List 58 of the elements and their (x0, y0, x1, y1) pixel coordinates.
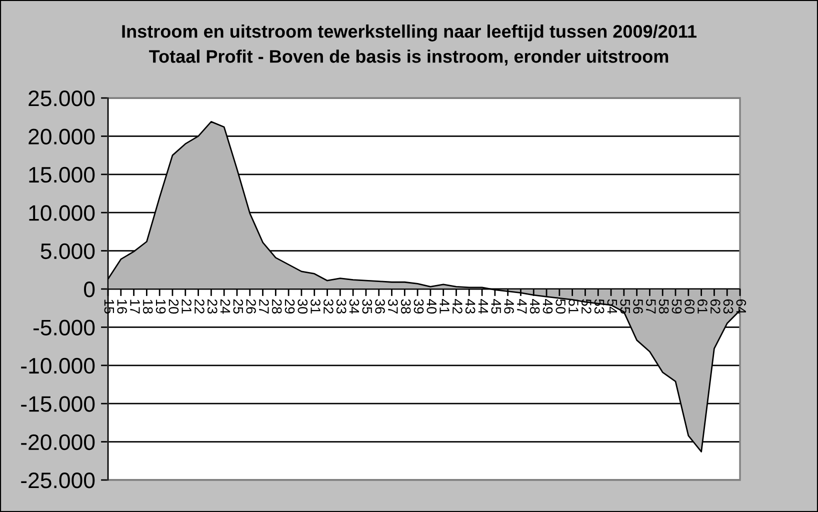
x-tick-label: 24 (220, 299, 230, 314)
x-tick-label: 31 (310, 299, 320, 314)
x-tick-label: 35 (362, 299, 372, 314)
y-tick-label: 25.000 (28, 90, 95, 106)
x-tick-label: 28 (272, 299, 282, 314)
chart-title: Instroom en uitstroom tewerkstelling naar leeftijd tussen 2009/2011 (122, 24, 696, 42)
y-tick-label: -15.000 (21, 396, 95, 412)
x-tick-label: 38 (400, 299, 411, 314)
x-tick-label: 16 (117, 300, 128, 314)
x-tick-label: 30 (298, 299, 308, 314)
x-tick-label: 33 (336, 299, 346, 314)
y-tick-label: -10.000 (21, 358, 95, 374)
y-tick-label: 5.000 (40, 243, 95, 260)
x-tick-label: 62 (710, 299, 720, 314)
x-tick-label: 37 (388, 299, 398, 314)
y-tick-label: -25.000 (21, 472, 95, 488)
x-tick-label: 20 (168, 299, 179, 314)
x-tick-label: 47 (517, 299, 527, 314)
x-tick-label: 48 (530, 299, 540, 314)
x-tick-label: 18 (142, 300, 153, 314)
x-tick-label: 29 (284, 299, 295, 314)
y-tick-label: -20.000 (21, 434, 95, 450)
x-tick-label: 40 (426, 299, 437, 314)
x-tick-label: 23 (207, 299, 218, 314)
x-tick-label: 39 (414, 299, 424, 314)
x-tick-label: 42 (452, 299, 462, 314)
x-tick-label: 46 (504, 299, 514, 314)
x-tick-label: 41 (440, 299, 450, 314)
y-tick-label: -5.000 (33, 320, 95, 336)
x-tick-label: 25 (233, 299, 244, 314)
x-tick-label: 22 (194, 299, 204, 314)
x-tick-label: 36 (375, 299, 385, 314)
x-tick-label: 60 (684, 299, 695, 314)
y-tick-label: 0 (84, 282, 95, 298)
x-tick-label: 56 (633, 299, 643, 314)
x-tick-label: 58 (658, 299, 669, 314)
x-tick-label: 45 (491, 299, 501, 314)
x-tick-label: 34 (349, 299, 360, 314)
x-tick-label: 59 (672, 299, 682, 314)
x-tick-label: 55 (620, 299, 630, 314)
x-tick-label: 63 (723, 299, 734, 314)
x-tick-label: 32 (324, 299, 334, 314)
y-tick-label: 15.000 (29, 166, 95, 183)
x-tick-label: 27 (259, 299, 269, 314)
x-tick-label: 64 (736, 299, 746, 314)
y-tick-label: 20.000 (28, 128, 95, 144)
x-tick-label: 50 (556, 299, 566, 314)
x-tick-label: 49 (542, 299, 553, 314)
x-tick-label: 44 (478, 299, 488, 314)
chart-subtitle: Totaal Profit - Boven de basis is instroom, eronder uitstroom (149, 50, 668, 66)
x-tick-label: 21 (182, 299, 192, 314)
x-tick-label: 26 (246, 299, 256, 314)
x-tick-label: 43 (465, 299, 476, 314)
x-tick-label: 17 (130, 300, 140, 314)
x-tick-label: 61 (698, 299, 708, 314)
y-tick-label: 10.000 (29, 205, 95, 221)
x-tick-label: 19 (156, 300, 166, 314)
x-tick-label: 57 (646, 299, 656, 314)
